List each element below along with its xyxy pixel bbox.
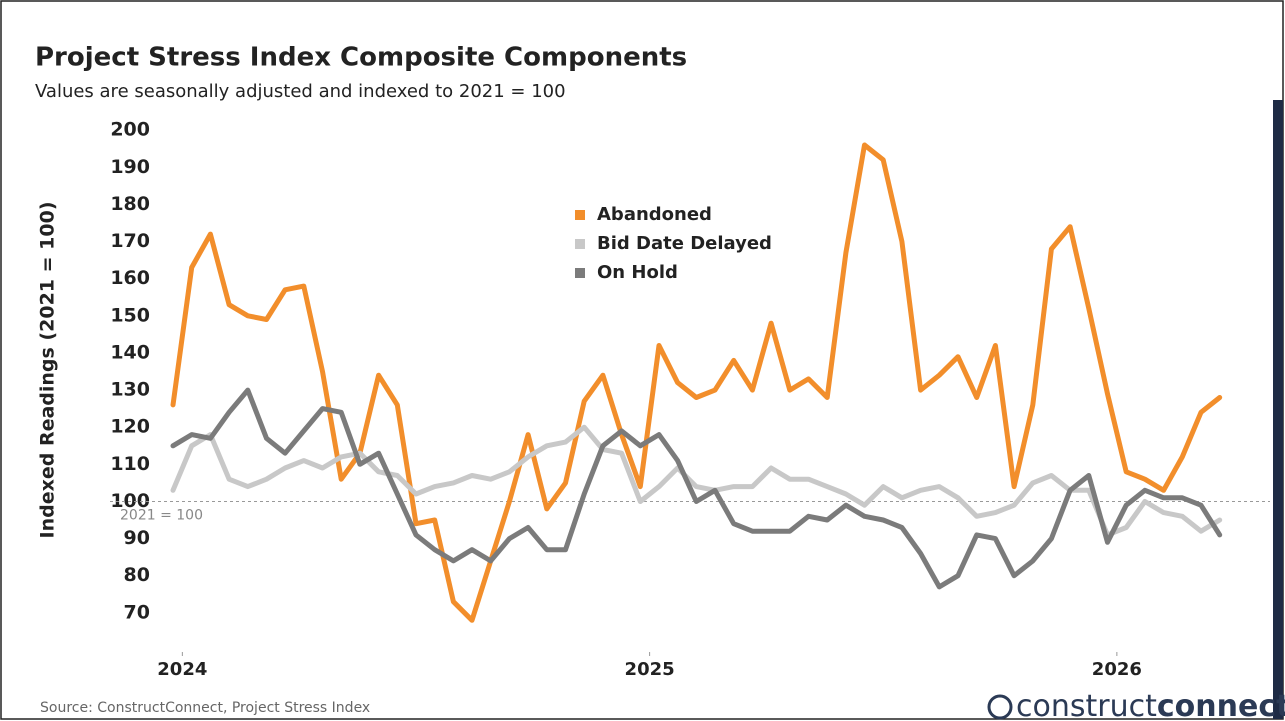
side-strip [1273, 100, 1283, 719]
y-tick-label: 170 [110, 230, 150, 252]
logo-part: connect [1157, 689, 1285, 721]
y-tick-label: 150 [110, 304, 150, 326]
y-tick-label: 120 [110, 416, 150, 438]
logo: constructconnect [987, 689, 1285, 721]
chart-title: Project Stress Index Composite Component… [35, 43, 687, 73]
logo-part: construct [1016, 689, 1157, 721]
logo-text: constructconnect [1016, 689, 1285, 721]
y-tick-label: 90 [124, 527, 150, 549]
y-tick-label: 200 [110, 119, 150, 141]
reference-label: 2021 = 100 [120, 507, 203, 523]
legend-label: Bid Date Delayed [597, 233, 772, 254]
legend-swatch [575, 239, 585, 249]
x-tick-label: 2025 [625, 659, 675, 680]
y-tick-label: 130 [110, 379, 150, 401]
legend-swatch [575, 210, 585, 220]
logo-icon [987, 694, 1013, 720]
y-tick-label: 180 [110, 193, 150, 215]
series-line [170, 424, 1223, 538]
y-tick-label: 160 [110, 267, 150, 289]
legend-label: On Hold [597, 262, 678, 283]
x-tick-label: 2024 [157, 659, 207, 680]
series-line [170, 142, 1223, 623]
chart-subtitle: Values are seasonally adjusted and index… [35, 81, 566, 102]
y-tick-label: 140 [110, 341, 150, 363]
y-tick-label: 70 [124, 601, 150, 623]
source: Source: ConstructConnect, Project Stress… [40, 700, 370, 716]
legend-label: Abandoned [597, 204, 712, 225]
series-line [170, 387, 1223, 590]
y-tick-label: 110 [110, 453, 150, 475]
y-tick-label: 190 [110, 156, 150, 178]
legend-swatch [575, 268, 585, 278]
x-tick-label: 2026 [1092, 659, 1142, 680]
y-axis-label: Indexed Readings (2021 = 100) [37, 202, 59, 539]
y-tick-label: 80 [124, 564, 150, 586]
